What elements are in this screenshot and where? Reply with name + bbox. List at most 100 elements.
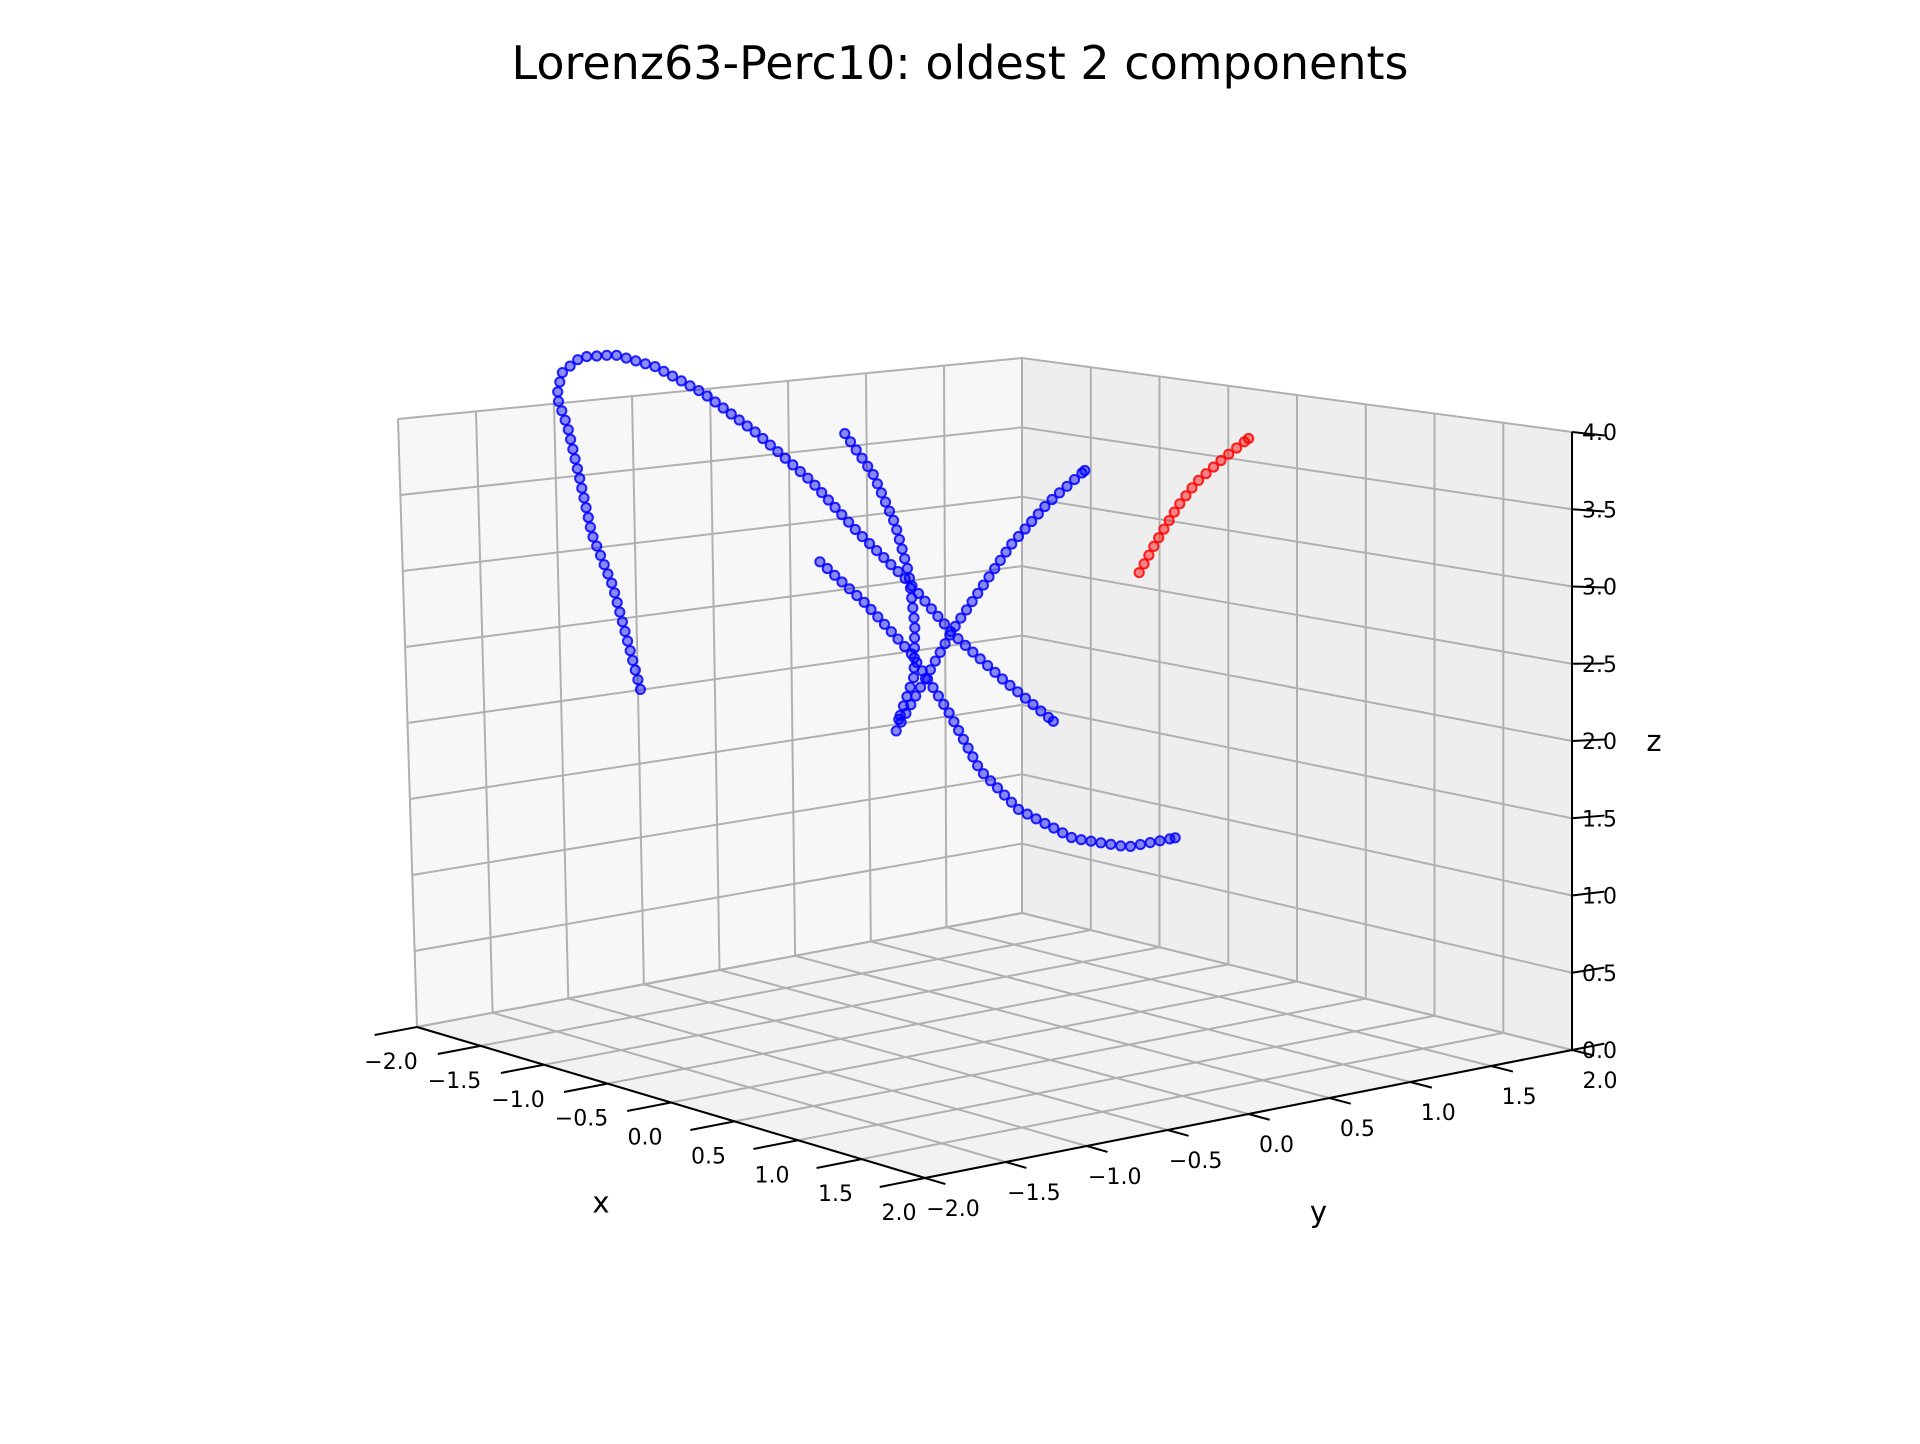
data-point-series-0 [659, 367, 668, 376]
data-point-series-0 [677, 376, 686, 385]
data-point-series-0 [615, 608, 624, 617]
data-point-series-0 [928, 683, 937, 692]
z-tick-label: 0.0 [1582, 1039, 1617, 1064]
data-point-series-0 [1126, 842, 1135, 851]
data-point-series-0 [968, 752, 977, 761]
data-point-series-0 [586, 523, 595, 532]
data-point-series-0 [911, 691, 920, 700]
data-point-series-1 [1165, 516, 1174, 525]
data-point-series-0 [631, 666, 640, 675]
data-point-series-0 [650, 362, 659, 371]
y-tick-label: 0.5 [1340, 1117, 1375, 1142]
data-point-series-0 [906, 683, 915, 692]
data-point-series-1 [1149, 542, 1158, 551]
data-point-series-0 [584, 513, 593, 522]
z-tick-label: 2.0 [1582, 730, 1617, 755]
data-point-series-0 [636, 685, 645, 694]
data-point-series-0 [962, 605, 971, 614]
back-left-pane [398, 358, 1022, 1027]
data-point-series-0 [926, 665, 935, 674]
data-point-series-0 [628, 656, 637, 665]
y-tick-label: −2.0 [926, 1197, 979, 1222]
data-point-series-0 [900, 554, 909, 563]
data-point-series-0 [641, 359, 650, 368]
data-point-series-0 [1014, 805, 1023, 814]
data-point-series-0 [1049, 717, 1058, 726]
data-point-series-0 [954, 726, 963, 735]
data-point-series-0 [602, 351, 611, 360]
y-tick-mark [1168, 1130, 1189, 1136]
data-point-series-0 [1040, 819, 1049, 828]
data-point-series-0 [1086, 837, 1095, 846]
y-tick-label: −0.5 [1169, 1149, 1222, 1174]
data-point-series-0 [873, 479, 882, 488]
data-point-series-0 [622, 354, 631, 363]
y-tick-mark [1087, 1146, 1108, 1152]
chart-title: Lorenz63-Perc10: oldest 2 components [0, 36, 1920, 90]
data-point-series-0 [903, 564, 912, 573]
z-tick-label: 1.5 [1582, 807, 1617, 832]
y-tick-label: −1.0 [1088, 1165, 1141, 1190]
z-tick-label: 1.0 [1582, 885, 1617, 910]
data-point-series-0 [934, 691, 943, 700]
x-tick-label: −1.0 [491, 1088, 544, 1113]
x-tick-label: 1.5 [818, 1182, 853, 1207]
data-point-series-0 [1080, 466, 1089, 475]
data-point-series-0 [910, 623, 919, 632]
data-point-series-0 [945, 708, 954, 717]
z-axis-label: z [1646, 724, 1661, 758]
x-tick-label: −0.5 [555, 1107, 608, 1132]
data-point-series-0 [1067, 833, 1076, 842]
data-point-series-0 [898, 545, 907, 554]
data-point-series-0 [564, 425, 573, 434]
data-point-series-0 [573, 464, 582, 473]
data-point-series-0 [1116, 841, 1125, 850]
data-point-series-0 [1096, 838, 1105, 847]
data-point-series-0 [908, 603, 917, 612]
data-point-series-0 [936, 648, 945, 657]
y-tick-mark [1006, 1162, 1027, 1168]
data-point-series-1 [1140, 559, 1149, 568]
data-point-series-0 [852, 445, 861, 454]
data-point-series-0 [579, 493, 588, 502]
data-point-series-0 [1032, 814, 1041, 823]
data-point-series-1 [1144, 551, 1153, 560]
data-point-series-1 [1159, 525, 1168, 534]
x-tick-label: 1.0 [755, 1163, 790, 1188]
data-point-series-0 [694, 386, 703, 395]
data-point-series-0 [905, 574, 914, 583]
x-tick-label: 2.0 [882, 1201, 917, 1226]
y-tick-label: 2.0 [1583, 1069, 1618, 1094]
data-point-series-0 [869, 470, 878, 479]
data-point-series-0 [901, 709, 910, 718]
z-tick-label: 2.5 [1582, 653, 1617, 678]
z-tick-label: 4.0 [1582, 421, 1617, 446]
z-tick-label: 3.5 [1582, 498, 1617, 523]
x-tick-mark [627, 1103, 671, 1111]
x-axis-label: x [592, 1186, 609, 1220]
data-point-series-0 [618, 617, 627, 626]
data-point-series-0 [1146, 838, 1155, 847]
data-point-series-0 [612, 351, 621, 360]
data-point-series-0 [939, 700, 948, 709]
data-point-series-0 [885, 507, 894, 516]
data-point-series-0 [623, 637, 632, 646]
data-point-series-0 [603, 569, 612, 578]
data-point-series-0 [1058, 828, 1067, 837]
data-point-series-0 [945, 630, 954, 639]
data-point-series-0 [575, 474, 584, 483]
data-point-series-0 [931, 657, 940, 666]
data-point-series-0 [897, 718, 906, 727]
data-point-series-0 [613, 598, 622, 607]
data-point-series-0 [906, 700, 915, 709]
data-point-series-0 [907, 593, 916, 602]
data-point-series-0 [610, 588, 619, 597]
data-point-series-0 [620, 627, 629, 636]
y-tick-label: −1.5 [1007, 1181, 1060, 1206]
data-point-series-0 [1106, 840, 1115, 849]
data-point-series-0 [906, 584, 915, 593]
y-tick-label: 1.0 [1421, 1101, 1456, 1126]
data-point-series-0 [909, 673, 918, 682]
data-point-series-1 [1154, 533, 1163, 542]
